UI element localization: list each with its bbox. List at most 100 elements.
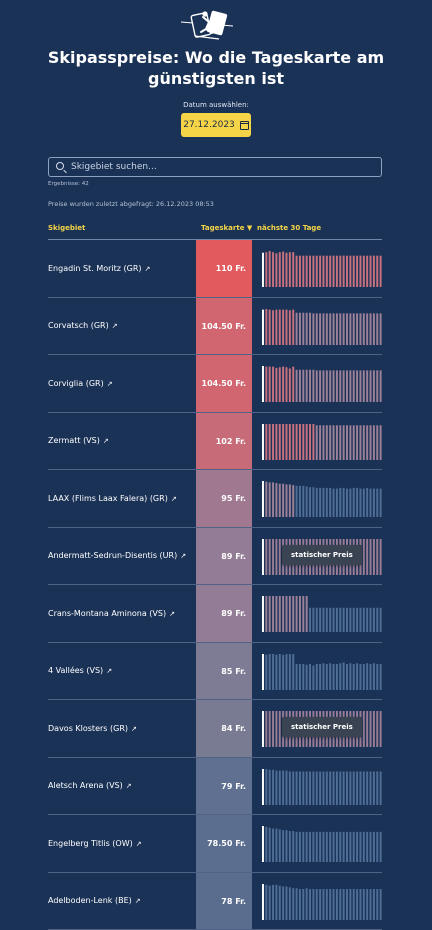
trend-bar [262, 826, 264, 862]
trend-bar [296, 664, 298, 690]
trend-bar [309, 487, 311, 517]
price-cell: 104.50 Fr. [196, 355, 252, 413]
ski-area-link[interactable]: Davos Klosters (GR)↗ [48, 723, 188, 735]
trend-bar [353, 664, 355, 690]
trend-bar [359, 889, 361, 920]
table-row: Engadin St. Moritz (GR)↗110 Fr. [0, 240, 432, 298]
date-picker-button[interactable]: 27.12.2023 [181, 113, 251, 137]
ski-area-link[interactable]: Crans-Montana Aminona (VS)↗ [48, 608, 188, 620]
trend-bar [292, 252, 294, 287]
trend-bar [312, 424, 314, 460]
trend-bar [376, 489, 378, 517]
ski-area-name: Corviglia (GR) [48, 379, 104, 388]
ski-area-link[interactable]: Andermatt-Sedrun-Disentis (UR)↗ [48, 550, 188, 562]
price-value: 78.50 Fr. [207, 839, 246, 848]
trend-bar [302, 424, 304, 460]
trend-bar [296, 888, 298, 920]
trend-bar [286, 424, 288, 460]
trend-bar [329, 889, 331, 920]
date-value: 27.12.2023 [183, 120, 235, 130]
trend-bar [316, 771, 318, 805]
trend-bar [289, 484, 291, 517]
ski-area-name: LAAX (Flims Laax Falera) (GR) [48, 494, 168, 503]
ski-area-link[interactable]: Corviglia (GR)↗ [48, 378, 188, 390]
external-link-icon: ↗ [131, 725, 137, 733]
trend-bar [296, 312, 298, 344]
price-trend-sparkline [262, 481, 383, 517]
external-link-icon: ↗ [112, 322, 118, 330]
trend-bar [312, 889, 314, 920]
trend-bar [366, 488, 368, 517]
trend-bar [275, 309, 277, 344]
price-trend-sparkline [262, 769, 383, 805]
trend-bar [329, 771, 331, 805]
trend-bar [265, 711, 267, 747]
trend-bar [309, 256, 311, 287]
trend-bar [316, 608, 318, 632]
trend-bar [282, 252, 284, 287]
trend-bar [289, 654, 291, 690]
trend-bar [302, 370, 304, 402]
ski-area-link[interactable]: Engadin St. Moritz (GR)↗ [48, 263, 188, 275]
trend-bar [306, 832, 308, 862]
trend-bar [376, 425, 378, 460]
trend-bar [326, 664, 328, 690]
trend-bar [359, 832, 361, 862]
trend-bar [329, 832, 331, 862]
trend-bar [286, 886, 288, 919]
trend-bar [329, 488, 331, 517]
ski-area-link[interactable]: LAAX (Flims Laax Falera) (GR)↗ [48, 493, 188, 505]
ski-area-link[interactable]: Adelboden-Lenk (BE)↗ [48, 895, 188, 907]
trend-bar [265, 367, 267, 402]
trend-bar [299, 312, 301, 344]
trend-bar [373, 663, 375, 690]
trend-bar [339, 771, 341, 805]
trend-bar [312, 608, 314, 632]
price-value: 104.50 Fr. [202, 379, 246, 388]
trend-bar [265, 884, 267, 919]
trend-bar [370, 608, 372, 632]
trend-bar [265, 596, 267, 632]
trend-bar [356, 256, 358, 287]
trend-bar [299, 596, 301, 632]
trend-bar [376, 539, 378, 575]
trend-bar [279, 252, 281, 287]
trend-bar [262, 309, 264, 344]
trend-bar [282, 886, 284, 919]
ski-area-link[interactable]: Engelberg Titlis (OW)↗ [48, 838, 188, 850]
external-link-icon: ↗ [106, 667, 112, 675]
price-trend-sparkline [262, 309, 383, 345]
trend-bar [292, 424, 294, 460]
ski-area-link[interactable]: Corvatsch (GR)↗ [48, 320, 188, 332]
trend-bar [319, 889, 321, 920]
trend-bar [316, 370, 318, 402]
trend-bar [380, 370, 382, 402]
price-cell: 89 Fr. [196, 528, 252, 586]
column-header-price[interactable]: Tageskarte ▼ [201, 224, 252, 232]
table-row: Adelboden-Lenk (BE)↗78 Fr. [0, 873, 432, 930]
trend-bar [326, 370, 328, 402]
search-input[interactable] [71, 158, 371, 176]
external-link-icon: ↗ [169, 610, 175, 618]
trend-bar [363, 313, 365, 345]
trend-bar [373, 771, 375, 805]
trend-bar [349, 425, 351, 460]
column-header-area[interactable]: Skigebiet [48, 224, 85, 232]
trend-bar [376, 664, 378, 690]
ski-area-link[interactable]: Zermatt (VS)↗ [48, 435, 188, 447]
trend-bar [339, 889, 341, 920]
table-row: Davos Klosters (GR)↗84 Fr.statischer Pre… [0, 700, 432, 758]
column-header-next30: nächste 30 Tage [257, 224, 321, 232]
trend-bar [275, 884, 277, 919]
ski-area-link[interactable]: 4 Vallées (VS)↗ [48, 665, 188, 677]
trend-bar [343, 662, 345, 690]
trend-bar [316, 313, 318, 345]
price-trend-sparkline [262, 596, 383, 632]
ski-area-link[interactable]: Aletsch Arena (VS)↗ [48, 780, 188, 792]
trend-bar [356, 370, 358, 402]
ski-area-name: Andermatt-Sedrun-Disentis (UR) [48, 551, 177, 560]
trend-bar [349, 832, 351, 862]
trend-bar [323, 370, 325, 402]
trend-bar [356, 832, 358, 862]
price-value: 104.50 Fr. [202, 322, 246, 331]
